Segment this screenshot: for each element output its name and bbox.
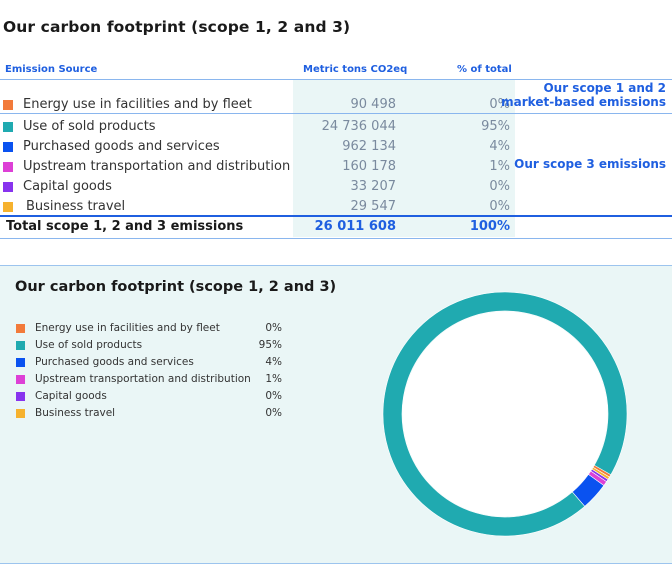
row-source: Purchased goods and services xyxy=(23,139,220,154)
scope-1-2-note-line2: market-based emissions xyxy=(501,95,666,109)
legend-item: Purchased goods and services 4% xyxy=(16,355,286,372)
row-source: Use of sold products xyxy=(23,119,156,134)
donut-slice xyxy=(592,464,612,478)
chart-title: Our carbon footprint (scope 1, 2 and 3) xyxy=(15,279,337,295)
emissions-table: Emission Source Metric tons CO2eq % of t… xyxy=(0,60,672,240)
table-bottom-divider xyxy=(0,238,672,239)
table-row: Purchased goods and services 962 134 4% xyxy=(0,137,520,157)
legend-label: Business travel xyxy=(35,407,116,419)
row-percent: 0% xyxy=(489,199,510,214)
table-row: Capital goods 33 207 0% xyxy=(0,177,520,197)
legend-item: Energy use in facilities and by fleet 0% xyxy=(16,321,286,338)
legend-swatch xyxy=(16,409,25,418)
donut-chart xyxy=(382,291,628,537)
table-row: Use of sold products 24 736 044 95% xyxy=(0,117,520,137)
row-tons: 33 207 xyxy=(350,179,397,194)
scope-3-note: Our scope 3 emissions xyxy=(514,157,666,171)
header-emission-source: Emission Source xyxy=(5,64,98,75)
table-row: Upstream transportation and distribution… xyxy=(0,157,520,177)
row-tons: 160 178 xyxy=(342,159,396,174)
row-swatch xyxy=(3,202,13,212)
legend-percent: 95% xyxy=(258,339,282,351)
legend-label: Upstream transportation and distribution xyxy=(35,373,251,385)
total-tons: 26 011 608 xyxy=(314,219,396,234)
header-metric-tons: Metric tons CO2eq xyxy=(303,64,408,75)
scope-1-2-note-line1: Our scope 1 and 2 xyxy=(543,81,666,95)
legend-swatch xyxy=(16,392,25,401)
row-tons: 962 134 xyxy=(342,139,396,154)
header-percent-total: % of total xyxy=(457,64,512,75)
legend-item: Capital goods 0% xyxy=(16,389,286,406)
total-divider xyxy=(0,215,672,217)
table-row: Business travel 29 547 0% xyxy=(0,197,520,217)
total-percent: 100% xyxy=(469,219,510,234)
row-source: Business travel xyxy=(26,199,126,214)
page-title: Our carbon footprint (scope 1, 2 and 3) xyxy=(3,18,351,36)
row-swatch xyxy=(3,182,13,192)
donut-hole xyxy=(402,311,608,517)
legend-percent: 0% xyxy=(265,407,282,419)
row-swatch xyxy=(3,162,13,172)
row-tons: 29 547 xyxy=(350,199,397,214)
row-percent: 95% xyxy=(481,119,510,134)
row-tons: 24 736 044 xyxy=(321,119,396,134)
total-row: Total scope 1, 2 and 3 emissions 26 011 … xyxy=(0,215,520,237)
scope-divider xyxy=(0,113,672,114)
total-label: Total scope 1, 2 and 3 emissions xyxy=(6,219,244,234)
legend-label: Use of sold products xyxy=(35,339,143,351)
legend-percent: 0% xyxy=(265,390,282,402)
row-source: Upstream transportation and distribution xyxy=(23,159,291,174)
legend-swatch xyxy=(16,324,25,333)
legend-label: Purchased goods and services xyxy=(35,356,194,368)
legend-item: Use of sold products 95% xyxy=(16,338,286,355)
row-percent: 0% xyxy=(489,179,510,194)
legend-label: Energy use in facilities and by fleet xyxy=(35,322,220,334)
row-tons: 90 498 xyxy=(350,97,397,112)
legend-percent: 4% xyxy=(265,356,282,368)
scope-1-2-note: Our scope 1 and 2 market-based emissions xyxy=(501,81,666,109)
legend-percent: 1% xyxy=(265,373,282,385)
legend-swatch xyxy=(16,375,25,384)
row-swatch xyxy=(3,122,13,132)
chart-panel: Our carbon footprint (scope 1, 2 and 3) … xyxy=(0,265,672,564)
header-divider xyxy=(0,79,672,80)
table-row: Energy use in facilities and by fleet 90 … xyxy=(0,95,520,115)
legend-percent: 0% xyxy=(265,322,282,334)
donut-slice xyxy=(382,291,628,537)
legend-item: Upstream transportation and distribution… xyxy=(16,372,286,389)
legend-swatch xyxy=(16,358,25,367)
row-percent: 0% xyxy=(489,97,510,112)
row-source: Capital goods xyxy=(23,179,112,194)
chart-legend: Energy use in facilities and by fleet 0% U… xyxy=(16,321,286,423)
row-swatch xyxy=(3,142,13,152)
legend-swatch xyxy=(16,341,25,350)
row-swatch xyxy=(3,100,13,110)
row-source: Energy use in facilities and by fleet xyxy=(23,97,252,112)
value-columns-shade xyxy=(293,80,515,237)
legend-label: Capital goods xyxy=(35,390,107,402)
row-percent: 1% xyxy=(489,159,510,174)
legend-item: Business travel 0% xyxy=(16,406,286,423)
row-percent: 4% xyxy=(489,139,510,154)
